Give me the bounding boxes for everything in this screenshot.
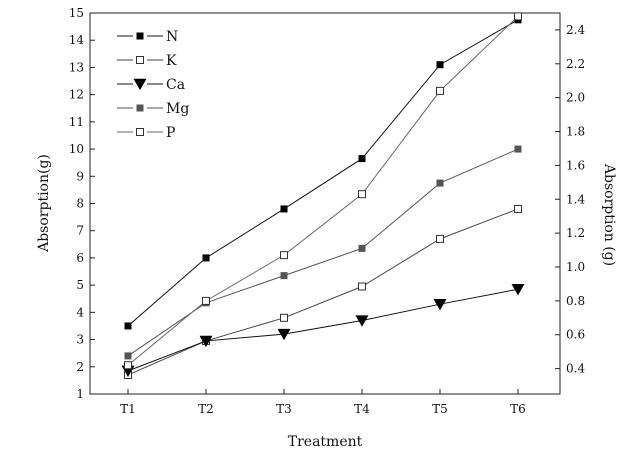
legend-marker-n (136, 32, 144, 40)
data-point-k (514, 204, 522, 213)
legend: NK Ca Mg P (117, 29, 189, 141)
right-y-tick-label: 1.6 (566, 158, 585, 172)
legend-label-p: P (166, 125, 175, 141)
legend-item-k: K (117, 53, 177, 69)
legend-item-n: N (117, 29, 178, 45)
legend-label-mg: Mg (166, 101, 189, 117)
legend-label-n: N (166, 29, 178, 45)
left-y-tick-label: 12 (69, 88, 84, 102)
series-line-p (127, 16, 519, 366)
right-y-tick-label: 1.0 (566, 260, 585, 274)
data-point-k (358, 282, 366, 291)
data-point-mg (280, 272, 288, 280)
right-y-tick-label: 2.4 (566, 23, 585, 37)
data-point-n (280, 205, 288, 213)
x-axis: T1 T2 T3 T4 T5 T6 (120, 389, 526, 416)
data-point-p (436, 86, 444, 95)
left-y-tick-label: 7 (76, 224, 84, 238)
data-point-p (124, 361, 132, 370)
left-y-tick-label: 13 (69, 60, 84, 74)
data-point-ca (277, 328, 291, 341)
left-y-tick-label: 3 (76, 333, 84, 347)
data-point-ca (511, 284, 525, 296)
legend-item-p: P (117, 125, 175, 141)
right-y-tick-label: 1.4 (566, 192, 585, 206)
series-n (124, 16, 522, 330)
data-point-p (202, 296, 210, 305)
data-point-n (202, 254, 210, 262)
right-y-tick-label: 2.0 (566, 91, 585, 105)
legend-item-ca: Ca (117, 77, 185, 93)
left-y-tick-label: 8 (76, 197, 84, 211)
x-tick-label: T2 (198, 402, 214, 416)
data-point-n (436, 61, 444, 69)
left-y-tick-label: 14 (69, 33, 85, 47)
data-point-ca (355, 315, 369, 327)
left-y-axis-title: Absorption(g) (36, 154, 52, 253)
right-y-axis-title: Absorption (g) (601, 163, 617, 266)
left-y-tick-label: 6 (76, 251, 84, 265)
right-y-tick-label: 1.8 (566, 125, 585, 139)
x-tick-label: T3 (276, 402, 292, 416)
data-point-ca (433, 298, 447, 311)
data-point-mg (436, 179, 444, 187)
left-y-tick-label: 9 (76, 169, 84, 183)
left-y-tick-label: 2 (76, 360, 84, 374)
data-point-mg (124, 352, 132, 360)
right-y-tick-label: 1.2 (566, 226, 585, 240)
data-point-p (358, 190, 366, 199)
series-p (124, 12, 522, 370)
left-y-tick-label: 11 (69, 115, 84, 129)
series-k (124, 204, 522, 379)
right-y-tick-label: 0.6 (566, 328, 585, 342)
right-y-tick-label: 2.2 (566, 57, 585, 71)
right-y-axis: 0.4 0.6 0.8 1.0 1.2 1.4 1.6 1.8 2.0 2.2 2.4 (555, 23, 585, 376)
data-point-n (124, 322, 132, 330)
data-point-mg (358, 244, 366, 252)
legend-marker-ca (133, 78, 147, 91)
data-point-mg (514, 145, 522, 153)
legend-marker-k (136, 56, 144, 64)
right-y-tick-label: 0.4 (566, 362, 585, 376)
legend-label-ca: Ca (166, 77, 185, 93)
plot-frame (89, 12, 561, 395)
x-tick-label: T1 (120, 402, 136, 416)
data-point-p (280, 251, 288, 260)
data-point-n (358, 155, 366, 163)
data-point-k (436, 234, 444, 243)
series-line-ca (127, 288, 519, 372)
left-y-tick-label: 4 (76, 305, 84, 319)
right-y-tick-label: 0.8 (566, 294, 585, 308)
x-axis-title: Treatment (288, 434, 363, 450)
data-point-p (514, 12, 522, 21)
left-y-tick-label: 15 (69, 6, 84, 20)
series-ca (121, 284, 525, 378)
left-y-tick-label: 1 (76, 387, 84, 401)
x-tick-label: T4 (354, 402, 370, 416)
legend-marker-mg (136, 104, 144, 112)
x-tick-label: T6 (510, 402, 526, 416)
left-y-tick-label: 5 (76, 278, 84, 292)
series-line-n (127, 19, 519, 327)
legend-item-mg: Mg (117, 101, 189, 117)
x-tick-label: T5 (432, 402, 448, 416)
legend-label-k: K (166, 53, 177, 69)
data-point-ca (199, 335, 213, 348)
series-line-mg (127, 148, 519, 357)
series-line-k (127, 208, 519, 376)
series-layer (121, 12, 525, 379)
left-y-tick-label: 10 (69, 142, 84, 156)
legend-marker-p (136, 128, 144, 136)
data-point-k (280, 313, 288, 322)
